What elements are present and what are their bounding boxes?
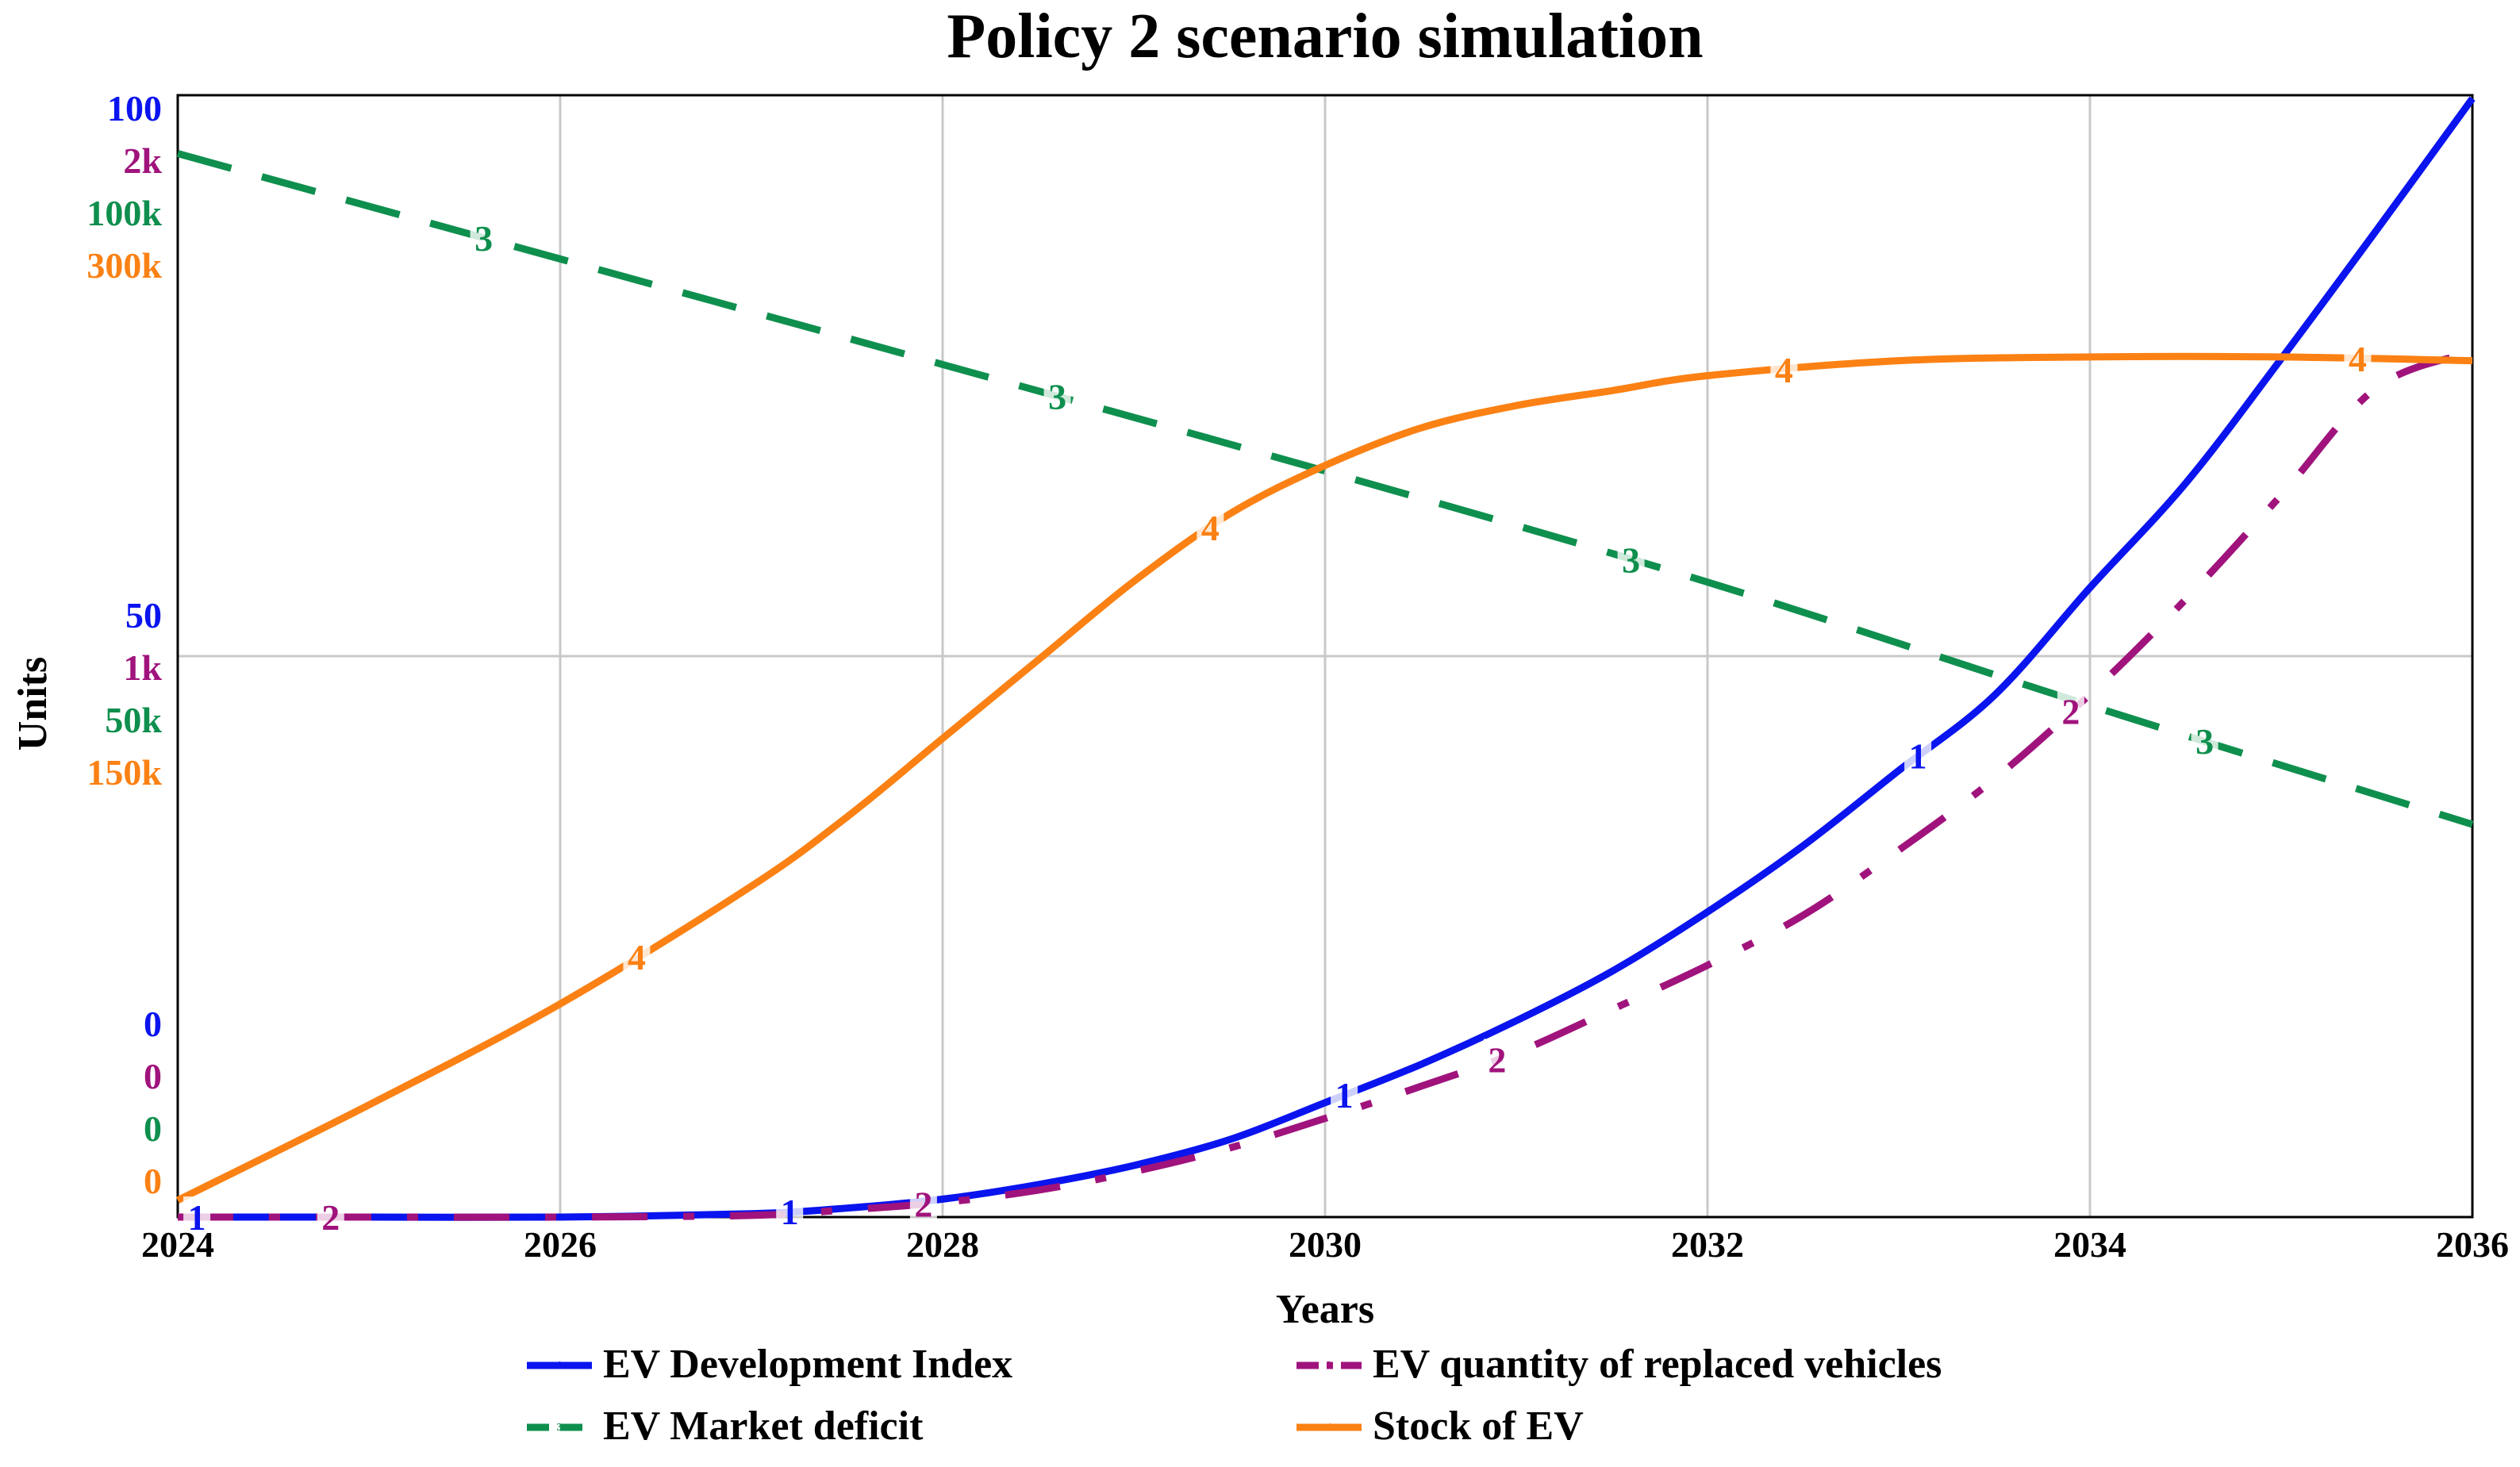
legend-label-3: EV Market deficit: [603, 1404, 924, 1449]
marker-1-2: 1: [1335, 1075, 1354, 1116]
marker-bg-1-3: [1904, 735, 1932, 775]
y-axis-ticks: 100 50 0 2k 1k 0 100k 50k 0 300k 150k 0: [86, 88, 162, 1201]
marker-bg-1-0: [183, 1196, 211, 1236]
marker-3-1: 3: [1048, 377, 1066, 417]
marker-bg-4-2: [1770, 348, 1798, 389]
y-tick-3-mid: 50k: [105, 700, 162, 740]
x-tick-2026: 2026: [524, 1224, 597, 1265]
x-axis-label: Years: [1276, 1287, 1374, 1332]
marker-bg-4-3: [2344, 337, 2372, 378]
marker-bg-1-2: [1331, 1074, 1358, 1115]
marker-bg-4-0: [623, 935, 651, 976]
y-tick-3-top: 100k: [86, 193, 162, 233]
marker-3-3: 3: [2195, 721, 2214, 762]
legend-num-1: 1: [557, 1360, 563, 1372]
legend-num-3: 3: [557, 1422, 563, 1434]
x-tick-2024: 2024: [141, 1224, 214, 1265]
marker-2-1: 2: [914, 1184, 932, 1224]
marker-4-2: 4: [1775, 350, 1793, 390]
series-markers: 1 1 1 1 2 2 2 2 3 3 3 3 4 4 4 4: [183, 217, 2372, 1238]
legend-label-4: Stock of EV: [1373, 1404, 1584, 1449]
marker-3-2: 3: [1622, 540, 1640, 581]
chart-title: Policy 2 scenario simulation: [947, 2, 1703, 71]
marker-bg-4-1: [1197, 506, 1224, 547]
marker-bg-3-2: [1617, 539, 1645, 579]
marker-bg-3-0: [470, 217, 497, 257]
marker-4-0: 4: [628, 937, 646, 977]
series-line-2: [177, 348, 2474, 1221]
marker-4-3: 4: [2349, 339, 2367, 379]
x-tick-2034: 2034: [2053, 1224, 2126, 1265]
marker-1-3: 1: [1909, 735, 1927, 776]
marker-bg-2-0: [317, 1196, 344, 1236]
legend: 1 EV Development Index 2 EV quantity of rep…: [527, 1342, 1942, 1449]
x-tick-2036: 2036: [2436, 1224, 2509, 1265]
marker-2-2: 2: [1488, 1039, 1506, 1080]
plot-frame: [176, 94, 2474, 1219]
marker-2-0: 2: [321, 1197, 340, 1238]
legend-num-4: 4: [1327, 1422, 1332, 1434]
marker-bg-3-1: [1043, 375, 1071, 416]
x-tick-2032: 2032: [1671, 1224, 1744, 1265]
marker-1-0: 1: [188, 1197, 206, 1238]
marker-2-3: 2: [2061, 691, 2080, 732]
series-line-3: [176, 150, 2474, 828]
marker-bg-2-2: [1483, 1039, 1511, 1079]
legend-num-2: 2: [1327, 1360, 1332, 1372]
legend-label-2: EV quantity of replaced vehicles: [1373, 1342, 1942, 1387]
y-tick-4-mid: 150k: [86, 752, 162, 793]
y-tick-1-mid: 50: [125, 595, 162, 636]
marker-4-1: 4: [1201, 508, 1220, 548]
legend-label-1: EV Development Index: [603, 1342, 1012, 1387]
marker-bg-2-1: [909, 1183, 937, 1223]
y-tick-2-top: 2k: [123, 140, 162, 181]
y-tick-2-zero: 0: [144, 1056, 162, 1096]
y-tick-1-top: 100: [107, 88, 162, 129]
marker-bg-2-3: [2057, 690, 2084, 731]
y-tick-1-zero: 0: [144, 1004, 162, 1044]
y-axis-label: Units: [10, 657, 56, 751]
x-tick-2030: 2030: [1289, 1224, 1362, 1265]
x-axis-ticks: 2024 2026 2028 2030 2032 2034 2036: [141, 1224, 2509, 1265]
y-tick-3-zero: 0: [144, 1108, 162, 1149]
marker-bg-1-1: [776, 1190, 804, 1231]
marker-1-1: 1: [781, 1192, 799, 1232]
y-tick-4-zero: 0: [144, 1161, 162, 1201]
x-tick-2028: 2028: [906, 1224, 979, 1265]
marker-3-0: 3: [474, 218, 493, 259]
y-tick-2-mid: 1k: [123, 647, 162, 688]
y-tick-4-top: 300k: [86, 245, 162, 286]
marker-bg-3-3: [2191, 720, 2218, 761]
